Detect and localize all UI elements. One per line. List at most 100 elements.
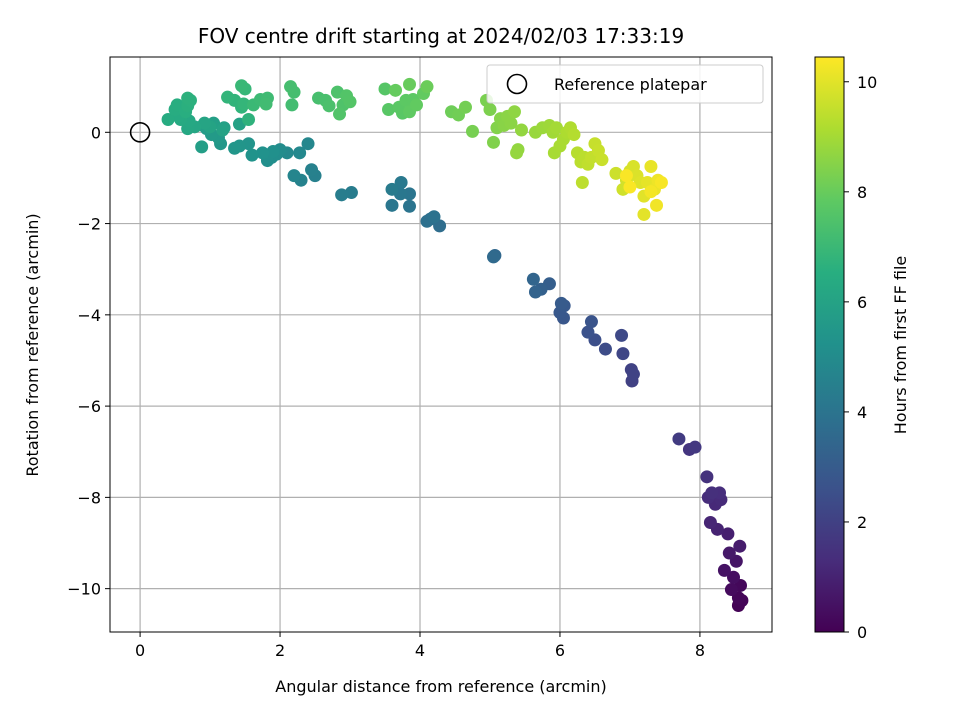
scatter-point	[688, 440, 702, 454]
colorbar: 0 2 4 6 8 10 Hours from first FF file	[814, 56, 910, 642]
y-axis-ticks: 0 −2 −4 −6 −8 −10	[67, 123, 110, 599]
scatter-point	[410, 98, 424, 112]
scatter-point	[343, 95, 357, 109]
scatter-point	[284, 80, 298, 94]
scatter-point	[403, 199, 417, 213]
scatter-point	[389, 83, 403, 97]
scatter-point	[595, 153, 609, 167]
scatter-point	[567, 128, 581, 142]
scatter-point	[644, 160, 658, 174]
scatter-point	[221, 90, 235, 104]
scatter-point	[385, 182, 399, 196]
scatter-point	[623, 180, 637, 194]
scatter-point	[256, 146, 270, 160]
scatter-point	[609, 166, 623, 180]
chart-title: FOV centre drift starting at 2024/02/03 …	[198, 24, 684, 48]
scatter-point	[486, 250, 500, 264]
colorbar-tick-label: 2	[857, 513, 867, 532]
scatter-point	[507, 105, 521, 119]
x-tick-label: 4	[415, 641, 425, 660]
scatter-point	[549, 121, 563, 135]
scatter-point	[700, 470, 714, 484]
scatter-point	[382, 102, 396, 116]
x-axis-ticks: 0 2 4 6 8	[135, 632, 705, 660]
scatter-point	[465, 124, 479, 138]
y-tick-label: 0	[91, 123, 101, 142]
scatter-point	[554, 296, 568, 310]
x-tick-label: 8	[695, 641, 705, 660]
scatter-point	[727, 570, 741, 584]
scatter-point	[458, 100, 472, 114]
scatter-point	[181, 91, 195, 105]
scatter-point	[394, 175, 408, 189]
scatter-point	[293, 146, 307, 160]
scatter-point	[724, 583, 738, 597]
scatter-point	[420, 80, 434, 94]
scatter-points	[161, 77, 749, 613]
colorbar-tick-label: 6	[857, 293, 867, 312]
scatter-point	[228, 141, 242, 155]
scatter-point	[616, 347, 630, 361]
scatter-point	[637, 207, 651, 221]
scatter-point	[266, 144, 280, 158]
grid-lines	[110, 57, 772, 632]
scatter-point	[403, 77, 417, 91]
plot-frame	[109, 56, 773, 633]
x-tick-label: 2	[275, 641, 285, 660]
scatter-point	[344, 186, 358, 200]
scatter-point	[322, 99, 336, 113]
scatter-point	[654, 175, 668, 189]
scatter-point	[615, 328, 629, 342]
scatter-point	[584, 315, 598, 329]
scatter-point	[301, 137, 315, 151]
y-tick-label: −6	[77, 397, 101, 416]
legend-entry-reference-platepar: Reference platepar	[554, 75, 707, 94]
scatter-point	[427, 210, 441, 224]
scatter-point	[644, 185, 658, 199]
scatter-point	[287, 169, 301, 183]
scatter-point	[733, 539, 747, 553]
scatter-point	[721, 527, 735, 541]
colorbar-label: Hours from first FF file	[891, 256, 910, 435]
legend-box	[486, 64, 764, 104]
scatter-point	[526, 272, 540, 286]
scatter-point	[285, 98, 299, 112]
scatter-point	[705, 486, 719, 500]
scatter-point	[672, 432, 686, 446]
scatter-point	[703, 515, 717, 529]
scatter-point	[575, 175, 589, 189]
scatter-point	[504, 116, 518, 130]
colorbar-gradient	[814, 56, 845, 633]
scatter-point	[335, 188, 349, 202]
scatter-point	[483, 102, 497, 116]
scatter-point	[237, 97, 251, 111]
y-tick-label: −2	[77, 215, 101, 234]
x-axis-label: Angular distance from reference (arcmin)	[275, 677, 606, 696]
scatter-point	[626, 367, 640, 381]
y-axis-label: Rotation from reference (arcmin)	[23, 213, 42, 476]
colorbar-ticks: 0 2 4 6 8 10	[844, 73, 877, 642]
scatter-point	[195, 140, 209, 154]
scatter-point	[619, 169, 633, 183]
scatter-point	[514, 123, 528, 137]
scatter-point	[403, 187, 417, 201]
scatter-point	[305, 163, 319, 177]
scatter-point	[528, 285, 542, 299]
scatter-point	[650, 198, 664, 212]
scatter-point	[161, 113, 175, 127]
y-tick-label: −4	[77, 306, 101, 325]
scatter-point	[216, 123, 230, 137]
reference-platepar-marker	[129, 121, 151, 143]
colorbar-tick-label: 8	[857, 183, 867, 202]
scatter-point	[242, 113, 256, 127]
scatter-point	[717, 563, 731, 577]
y-tick-label: −8	[77, 488, 101, 507]
scatter-point	[245, 148, 259, 162]
scatter-point	[722, 546, 736, 560]
scatter-point	[581, 325, 595, 339]
scatter-point	[259, 97, 273, 111]
scatter-point	[235, 79, 249, 93]
scatter-point	[333, 107, 347, 121]
scatter-point	[197, 116, 211, 130]
